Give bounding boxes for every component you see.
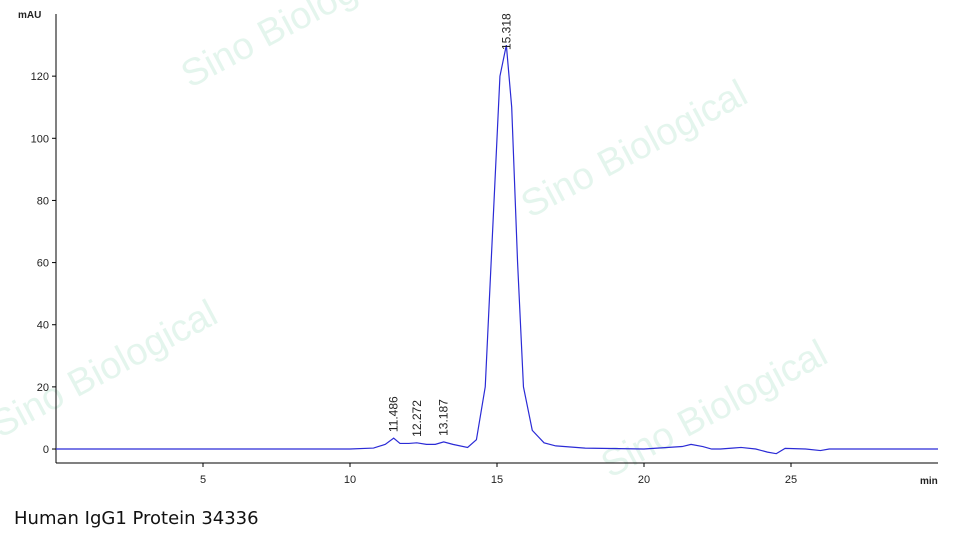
x-tick-label: 5: [200, 474, 206, 486]
x-tick-label: 15: [491, 474, 503, 486]
y-tick-label: 120: [31, 71, 49, 83]
x-tick-label: 20: [638, 474, 650, 486]
x-tick-label: 10: [344, 474, 356, 486]
y-tick-label: 100: [31, 133, 49, 145]
peak-label: 13.187: [437, 399, 451, 436]
x-axis-label: min: [920, 476, 938, 487]
watermark: Sino Biological: [174, 0, 414, 96]
y-tick-label: 20: [37, 382, 49, 394]
y-tick-label: 80: [37, 195, 49, 207]
y-axis-label: mAU: [18, 10, 41, 21]
chart: mAU min Sino Biological Sino Biological Si…: [0, 0, 938, 487]
peak-label: 11.486: [387, 396, 401, 432]
watermark: Sino Biological: [0, 292, 224, 446]
peak-label: 15.318: [499, 13, 513, 50]
y-tick-label: 40: [37, 320, 49, 332]
caption: Human IgG1 Protein 34336: [14, 508, 259, 529]
chromatogram-line: [56, 44, 938, 455]
watermark: Sino Biological: [514, 72, 754, 226]
y-tick-label: 60: [37, 258, 49, 270]
peak-label: 12.272: [410, 400, 424, 437]
x-tick-label: 25: [785, 474, 797, 486]
y-tick-label: 0: [43, 444, 49, 456]
